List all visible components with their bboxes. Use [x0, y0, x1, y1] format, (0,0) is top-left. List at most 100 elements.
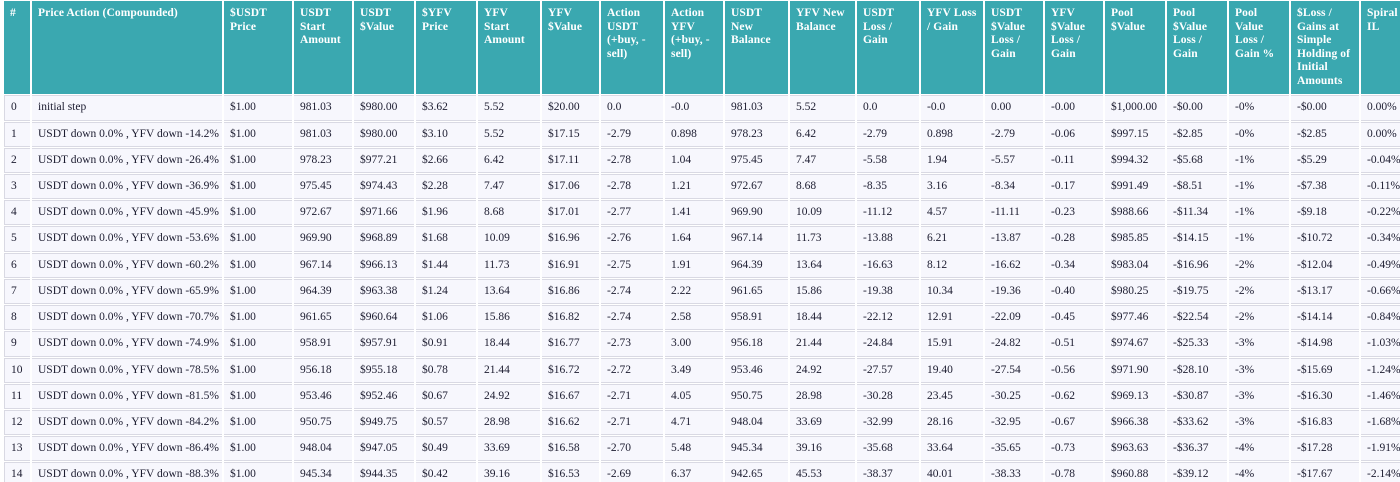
- row-index-cell: 4: [4, 200, 30, 226]
- column-header-action-usdt[interactable]: Action USDT (+buy, -sell): [601, 1, 663, 95]
- table-cell: -2.71: [601, 410, 663, 436]
- row-index-cell: 5: [4, 226, 30, 252]
- table-cell: 981.03: [294, 121, 352, 147]
- table-cell: -0.23: [1045, 200, 1103, 226]
- table-cell: USDT down 0.0% , YFV down -81.5%: [32, 383, 222, 409]
- table-cell: -5.57: [985, 147, 1043, 174]
- column-header-yfv-new-balance[interactable]: YFV New Balance: [790, 1, 855, 95]
- table-cell: $1.00: [224, 226, 292, 252]
- table-cell: $966.38: [1105, 410, 1165, 436]
- table-row[interactable]: 5 USDT down 0.0% , YFV down -53.6% $1.00 96…: [4, 226, 1400, 252]
- table-cell: $1.00: [224, 331, 292, 357]
- table-cell: 33.69: [478, 436, 540, 462]
- column-header-pool-value-loss-gain-pct[interactable]: Pool Value Loss / Gain %: [1229, 1, 1289, 95]
- table-cell: -$17.28: [1291, 436, 1359, 462]
- column-header-usdt-start-amount[interactable]: USDT Start Amount: [294, 1, 352, 95]
- table-cell: 5.52: [790, 95, 855, 121]
- table-cell: $16.91: [542, 252, 599, 278]
- table-row[interactable]: 3 USDT down 0.0% , YFV down -36.9% $1.00 97…: [4, 174, 1400, 200]
- table-cell: $16.53: [542, 462, 599, 482]
- table-cell: $1.00: [224, 252, 292, 278]
- column-header-usdt-loss-gain[interactable]: USDT Loss / Gain: [857, 1, 919, 95]
- table-cell: 956.18: [725, 331, 788, 357]
- table-cell: 7.47: [478, 174, 540, 200]
- table-cell: -0.17: [1045, 174, 1103, 200]
- column-header-yfv-loss-gain[interactable]: YFV Loss / Gain: [921, 1, 983, 95]
- table-cell: $1.68: [416, 226, 476, 252]
- row-index-cell: 7: [4, 278, 30, 305]
- table-cell: 8.68: [478, 200, 540, 226]
- column-header-yfv-value[interactable]: YFV $Value: [542, 1, 599, 95]
- table-cell: 3.49: [665, 357, 723, 383]
- table-cell: $0.57: [416, 410, 476, 436]
- table-row[interactable]: 1 USDT down 0.0% , YFV down -14.2% $1.00 98…: [4, 121, 1400, 147]
- table-cell: $957.91: [354, 331, 414, 357]
- column-header-spiral-il[interactable]: Spiral IL: [1361, 1, 1400, 95]
- table-cell: -0.34%: [1361, 226, 1400, 252]
- table-row[interactable]: 7 USDT down 0.0% , YFV down -65.9% $1.00 96…: [4, 278, 1400, 305]
- column-header-usdt-new-balance[interactable]: USDT New Balance: [725, 1, 788, 95]
- table-row[interactable]: 6 USDT down 0.0% , YFV down -60.2% $1.00 96…: [4, 252, 1400, 278]
- table-cell: -0.40: [1045, 278, 1103, 305]
- table-row[interactable]: 4 USDT down 0.0% , YFV down -45.9% $1.00 97…: [4, 200, 1400, 226]
- table-cell: -$8.51: [1167, 174, 1227, 200]
- table-cell: -0.04%: [1361, 147, 1400, 174]
- table-row[interactable]: 2 USDT down 0.0% , YFV down -26.4% $1.00 97…: [4, 147, 1400, 174]
- table-cell: 975.45: [725, 147, 788, 174]
- table-row[interactable]: 9 USDT down 0.0% , YFV down -74.9% $1.00 95…: [4, 331, 1400, 357]
- table-row[interactable]: 14 USDT down 0.0% , YFV down -88.3% $1.00 9…: [4, 462, 1400, 482]
- table-cell: -1.91%: [1361, 436, 1400, 462]
- table-row[interactable]: 13 USDT down 0.0% , YFV down -86.4% $1.00 9…: [4, 436, 1400, 462]
- table-cell: 28.98: [790, 383, 855, 409]
- column-header-simple-holding-loss-gain[interactable]: $Loss / Gains at Simple Holding of Initi…: [1291, 1, 1359, 95]
- table-row[interactable]: 10 USDT down 0.0% , YFV down -78.5% $1.00 9…: [4, 357, 1400, 383]
- column-header-yfv-price[interactable]: $YFV Price: [416, 1, 476, 95]
- table-row[interactable]: 8 USDT down 0.0% , YFV down -70.7% $1.00 96…: [4, 305, 1400, 331]
- column-header-pool-value-loss-gain[interactable]: Pool $Value Loss / Gain: [1167, 1, 1227, 95]
- column-header-usdt-value[interactable]: USDT $Value: [354, 1, 414, 95]
- table-cell: $944.35: [354, 462, 414, 482]
- table-row[interactable]: 0 initial step $1.00 981.03 $980.00 $3.62 5.52…: [4, 95, 1400, 121]
- table-cell: -$16.83: [1291, 410, 1359, 436]
- table-cell: -2.77: [601, 200, 663, 226]
- table-cell: $0.78: [416, 357, 476, 383]
- table-cell: -3%: [1229, 331, 1289, 357]
- table-cell: -32.99: [857, 410, 919, 436]
- table-cell: -24.82: [985, 331, 1043, 357]
- table-cell: $1.00: [224, 462, 292, 482]
- table-row[interactable]: 12 USDT down 0.0% , YFV down -84.2% $1.00 9…: [4, 410, 1400, 436]
- table-cell: -2%: [1229, 305, 1289, 331]
- table-cell: 8.12: [921, 252, 983, 278]
- column-header-usdt-price[interactable]: $USDT Price: [224, 1, 292, 95]
- table-cell: -2.14%: [1361, 462, 1400, 482]
- table-cell: $16.82: [542, 305, 599, 331]
- table-cell: -$5.29: [1291, 147, 1359, 174]
- table-cell: -0.56: [1045, 357, 1103, 383]
- table-cell: USDT down 0.0% , YFV down -86.4%: [32, 436, 222, 462]
- table-cell: -1.03%: [1361, 331, 1400, 357]
- column-header-price-action[interactable]: Price Action (Compounded): [32, 1, 222, 95]
- column-header-index[interactable]: #: [4, 1, 30, 95]
- table-cell: 0.898: [665, 121, 723, 147]
- table-cell: -0%: [1229, 95, 1289, 121]
- column-header-action-yfv[interactable]: Action YFV (+buy, -sell): [665, 1, 723, 95]
- table-row[interactable]: 11 USDT down 0.0% , YFV down -81.5% $1.00 9…: [4, 383, 1400, 409]
- table-cell: $0.91: [416, 331, 476, 357]
- table-cell: $985.85: [1105, 226, 1165, 252]
- table-cell: -2.69: [601, 462, 663, 482]
- table-cell: 950.75: [294, 410, 352, 436]
- table-cell: $1.24: [416, 278, 476, 305]
- column-header-pool-value[interactable]: Pool $Value: [1105, 1, 1165, 95]
- row-index-cell: 10: [4, 357, 30, 383]
- table-cell: -38.33: [985, 462, 1043, 482]
- table-cell: 2.58: [665, 305, 723, 331]
- table-cell: 19.40: [921, 357, 983, 383]
- table-cell: $17.06: [542, 174, 599, 200]
- column-header-usdt-value-loss-gain[interactable]: USDT $Value Loss / Gain: [985, 1, 1043, 95]
- column-header-yfv-value-loss-gain[interactable]: YFV $Value Loss / Gain: [1045, 1, 1103, 95]
- table-cell: -13.88: [857, 226, 919, 252]
- table-cell: -8.34: [985, 174, 1043, 200]
- table-cell: -3%: [1229, 410, 1289, 436]
- column-header-yfv-start-amount[interactable]: YFV Start Amount: [478, 1, 540, 95]
- table-cell: -$5.68: [1167, 147, 1227, 174]
